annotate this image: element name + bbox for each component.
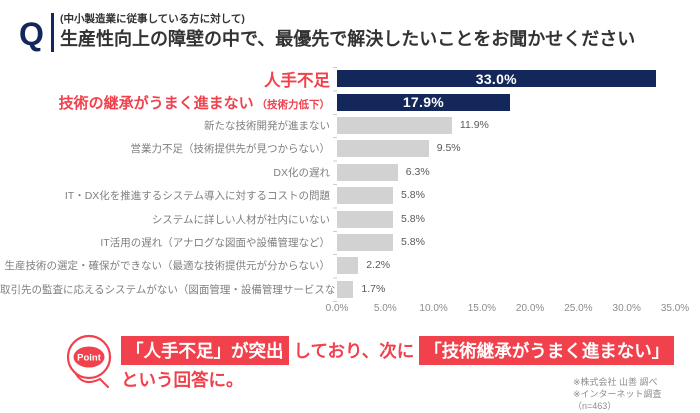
bar-track: 9.5% xyxy=(337,140,700,158)
footnote-line: ※インターネット調査（n=463） xyxy=(573,389,662,412)
footnotes: ※株式会社 山善 調べ ※インターネット調査（n=463） xyxy=(573,376,700,412)
footnote-line: ※株式会社 山善 調べ xyxy=(573,377,658,387)
bar-row: 人手不足 33.0% xyxy=(0,67,700,90)
x-axis-tick: 30.0% xyxy=(612,303,641,314)
bar-track: 5.8% xyxy=(337,187,700,205)
bar-track: 6.3% xyxy=(337,163,700,181)
bar xyxy=(337,187,393,205)
x-axis-tick: 20.0% xyxy=(515,303,545,314)
y-axis-tick-marks xyxy=(333,67,337,302)
point-line2: という回答に。 xyxy=(121,370,244,390)
bar-category-label: 生産技術の選定・確保ができない（最適な技術提供元が分からない） xyxy=(4,260,331,273)
bar xyxy=(337,233,393,251)
bar-value: 11.9% xyxy=(459,118,489,131)
bar-category-label: 営業力不足（技術提供先が見つからない） xyxy=(130,143,331,156)
question-title: 生産性向上の障壁の中で、最優先で解決したいことをお聞かせください xyxy=(60,29,636,49)
bar-category-label: 取引先の監査に応えるシステムがない（図面管理・設備管理サービスなど） xyxy=(0,283,357,296)
bar-track: 5.8% xyxy=(337,210,700,228)
x-axis-tick: 35.0% xyxy=(660,303,690,314)
bar-track: 5.8% xyxy=(337,233,700,251)
bar xyxy=(337,257,359,275)
bar xyxy=(337,280,354,298)
bar xyxy=(337,163,398,181)
point-line1: 「人手不足」が突出 しており、次に 「技術継承がうまく進まない」 xyxy=(121,336,675,365)
point-bubble-icon: Point xyxy=(66,334,112,388)
bar-track: 11.9% xyxy=(337,116,700,134)
bar-value: 5.8% xyxy=(401,235,425,248)
bar-category-label: 新たな技術開発が進まない xyxy=(204,119,330,132)
x-axis-tick: 15.0% xyxy=(467,303,497,314)
question-target-subtitle: (中小製造業に従事している方に対して) xyxy=(60,13,245,25)
point-plain-text: しており、次に xyxy=(293,341,415,361)
x-axis-tick: 25.0% xyxy=(564,303,593,314)
bar-value: 9.5% xyxy=(436,142,461,155)
bar: 33.0% xyxy=(337,70,656,88)
bar-row: IT・DX化を推進するシステム導入に対するコストの問題 5.8% xyxy=(0,184,700,207)
point-highlight-text: 「技術継承がうまく進まない」 xyxy=(419,336,675,365)
bar-category-label: システムに詳しい人材が社内にいない xyxy=(151,213,330,226)
bar-value: 1.7% xyxy=(361,282,386,295)
bar-value: 17.9% xyxy=(402,94,445,111)
point-badge: Point xyxy=(64,333,118,394)
bar-chart: 人手不足 33.0% 技術の継承がうまく進まない （技術力低下） 17.9% 新たな技術… xyxy=(0,67,700,301)
bar-category-note: （技術力低下） xyxy=(253,98,330,111)
bar xyxy=(337,210,393,228)
bar-value: 2.2% xyxy=(366,259,391,272)
bar-category-label: IT・DX化を推進するシステム導入に対するコストの問題 xyxy=(64,190,330,203)
bar-category-label: DX化の遅れ xyxy=(273,166,330,179)
x-axis-tick: 5.0% xyxy=(373,303,397,314)
bar: 17.9% xyxy=(337,93,510,111)
bar xyxy=(337,116,452,134)
question-mark-logo: Q xyxy=(19,16,44,52)
bar-row: 技術の継承がうまく進まない （技術力低下） 17.9% xyxy=(0,90,700,113)
x-axis-tick: 10.0% xyxy=(419,303,448,314)
bar-row: 生産技術の選定・確保ができない（最適な技術提供元が分からない） 2.2% xyxy=(0,254,700,277)
bar-row: 取引先の監査に応えるシステムがない（図面管理・設備管理サービスなど） 1.7% xyxy=(0,278,700,301)
bar-track: 2.2% xyxy=(337,257,700,275)
bar xyxy=(337,140,429,158)
bar-row: システムに詳しい人材が社内にいない 5.8% xyxy=(0,207,700,230)
x-axis-tick: 0.0% xyxy=(325,303,349,314)
bar-value: 6.3% xyxy=(405,165,430,178)
x-axis: 0.0% 5.0% 10.0% 15.0% 20.0% 25.0% 30.0% 35.0% xyxy=(0,303,700,317)
bar-row: IT活用の遅れ（アナログな図面や設備管理など） 5.8% xyxy=(0,231,700,254)
bar-value: 5.8% xyxy=(401,189,425,202)
bar-category-label: 人手不足 xyxy=(264,71,330,90)
bar-track: 33.0% xyxy=(337,70,700,88)
bar-category-label: 技術の継承がうまく進まない （技術力低下） xyxy=(58,94,330,112)
bar-value: 33.0% xyxy=(475,70,517,87)
bar-track: 17.9% xyxy=(337,93,700,111)
bar-row: 新たな技術開発が進まない 11.9% xyxy=(0,114,700,137)
svg-text:Point: Point xyxy=(77,353,102,364)
point-text: 「人手不足」が突出 しており、次に 「技術継承がうまく進まない」 という回答に。 xyxy=(121,336,675,392)
point-highlight-text: 「人手不足」が突出 xyxy=(121,336,289,365)
header-divider xyxy=(51,13,54,52)
bar-value: 5.8% xyxy=(401,212,425,225)
bar-row: DX化の遅れ 6.3% xyxy=(0,161,700,184)
bar-row: 営業力不足（技術提供先が見つからない） 9.5% xyxy=(0,137,700,160)
bar-track: 1.7% xyxy=(337,280,700,298)
bar-category-label: IT活用の遅れ（アナログな図面や設備管理など） xyxy=(100,236,330,249)
